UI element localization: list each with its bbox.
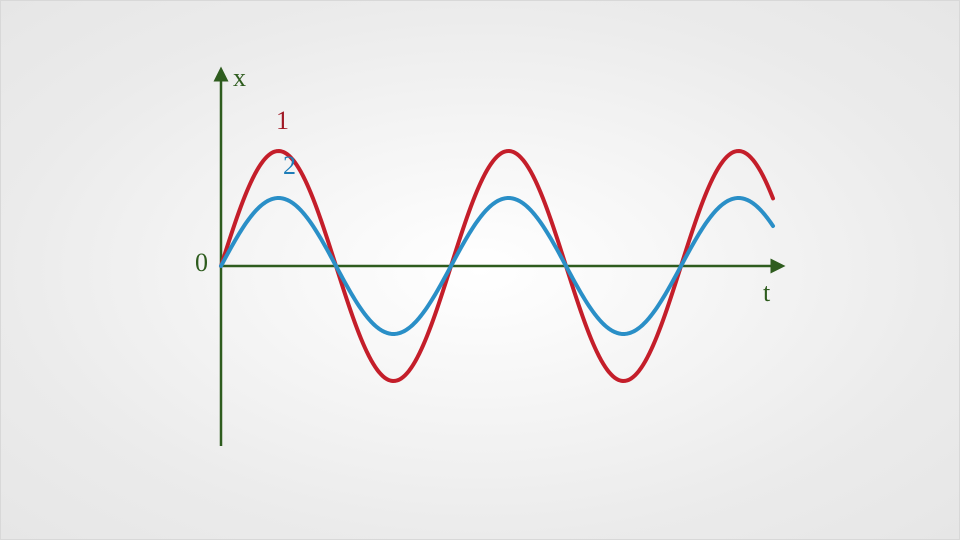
series-2-label: 2 (283, 151, 296, 181)
series-1-label: 1 (276, 106, 289, 136)
x-axis-label: t (763, 278, 770, 308)
origin-label: 0 (195, 248, 208, 278)
waveform-chart (1, 1, 960, 540)
y-axis-label: x (233, 63, 246, 93)
